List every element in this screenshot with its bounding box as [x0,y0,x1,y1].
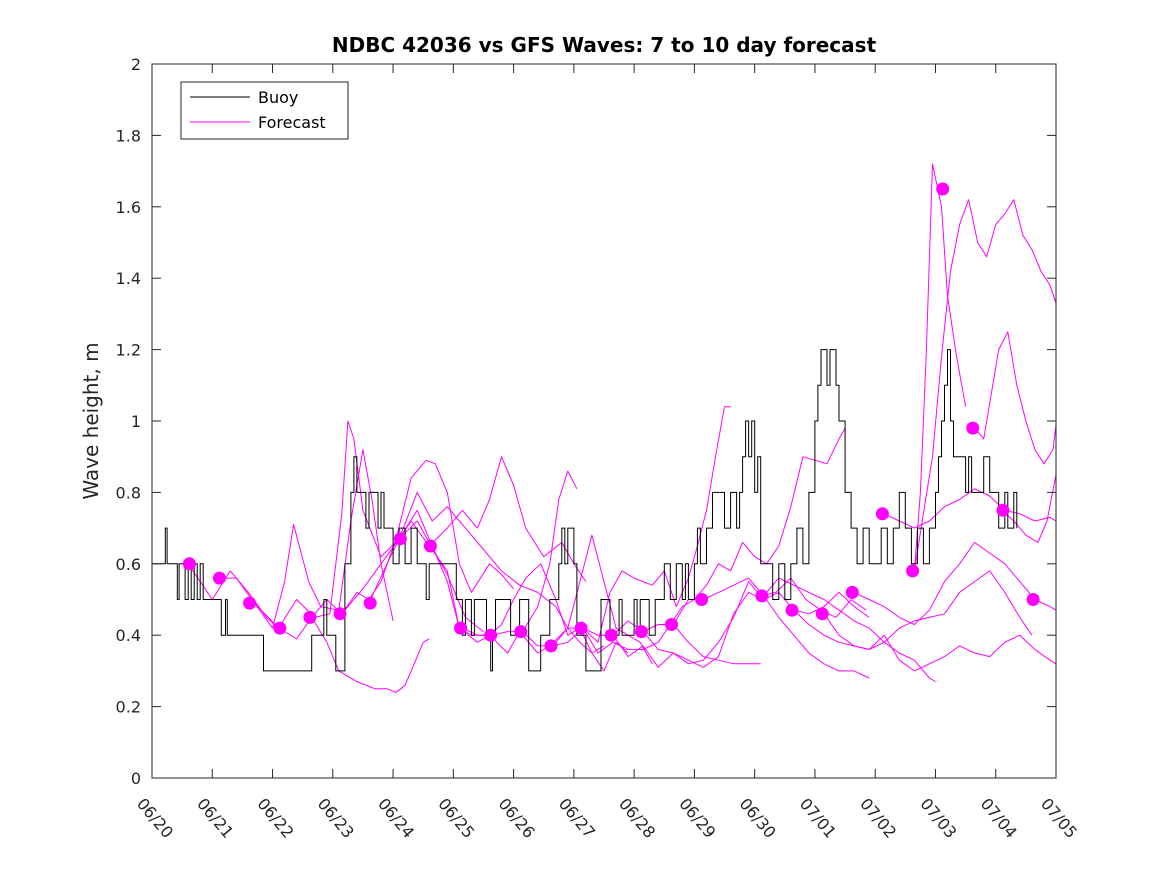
legend-label-buoy: Buoy [258,88,298,107]
legend: Buoy Forecast [180,81,349,140]
forecast-line-19 [823,613,1057,672]
forecast-marker-20 [815,607,829,621]
y-tick-label-7: 1.4 [116,269,141,288]
forecast-marker-17 [695,593,709,606]
y-tick-label-5: 1 [131,412,141,431]
forecast-marker-26 [996,503,1010,517]
forecast-line-15 [672,624,761,665]
forecast-line-7 [398,509,629,672]
y-tick-label-9: 1.8 [116,126,141,145]
chart-title: NDBC 42036 vs GFS Waves: 7 to 10 day for… [332,33,877,57]
forecast-marker-25 [966,421,980,435]
buoy-line [152,349,1018,672]
y-tick-label-8: 1.6 [116,198,141,217]
forecast-line-10 [522,470,578,632]
forecast-line-21 [883,488,1057,529]
y-tick-label-1: 0.2 [116,698,141,717]
forecast-marker-4 [303,610,317,624]
forecast-line-25 [1001,474,1057,543]
forecast-marker-18 [755,589,769,603]
forecast-marker-8 [423,539,437,553]
forecast-marker-1 [213,571,226,585]
forecast-line-12 [582,427,846,654]
forecast-marker-13 [574,621,588,635]
forecast-line-22 [913,199,1057,571]
y-tick-label-4: 0.8 [116,483,141,502]
y-tick-label-6: 1.2 [116,341,141,360]
forecast-marker-2 [243,596,257,610]
forecast-marker-27 [1026,593,1040,606]
legend-box [180,81,349,140]
forecast-marker-15 [634,625,648,639]
forecast-marker-24 [936,182,950,196]
y-tick-label-0: 0 [131,769,141,788]
forecast-line-18 [793,570,1033,650]
forecast-marker-11 [514,625,528,639]
y-tick-label-3: 0.6 [116,555,141,574]
forecast-marker-22 [875,507,889,521]
forecast-marker-3 [273,621,287,635]
forecast-marker-16 [665,618,678,631]
y-tick-label-2: 0.4 [116,626,141,645]
forecast-marker-21 [845,585,859,599]
forecast-line-24 [974,331,1057,465]
forecast-line-16 [703,577,936,683]
forecast-marker-12 [544,639,558,653]
forecast-marker-7 [393,532,407,546]
forecast-line-6 [368,491,605,654]
forecast-line-1 [218,449,394,629]
forecast-marker-19 [785,603,799,617]
forecast-marker-5 [333,607,347,621]
legend-label-forecast: Forecast [258,113,326,132]
forecast-line-23 [913,163,967,571]
forecast-marker-10 [484,628,498,642]
forecast-marker-23 [906,564,920,578]
y-axis-title: Wave height, m [79,342,103,499]
forecast-line-4 [311,459,514,618]
forecast-line-17 [763,595,870,679]
forecast-line-11 [552,406,731,647]
forecast-marker-6 [363,596,377,610]
plot-area [152,163,1057,693]
forecast-marker-0 [182,557,196,571]
forecast-line-20 [853,541,1057,625]
y-tick-label-10: 2 [131,55,141,74]
forecast-marker-9 [454,621,468,635]
forecast-marker-14 [604,628,618,642]
